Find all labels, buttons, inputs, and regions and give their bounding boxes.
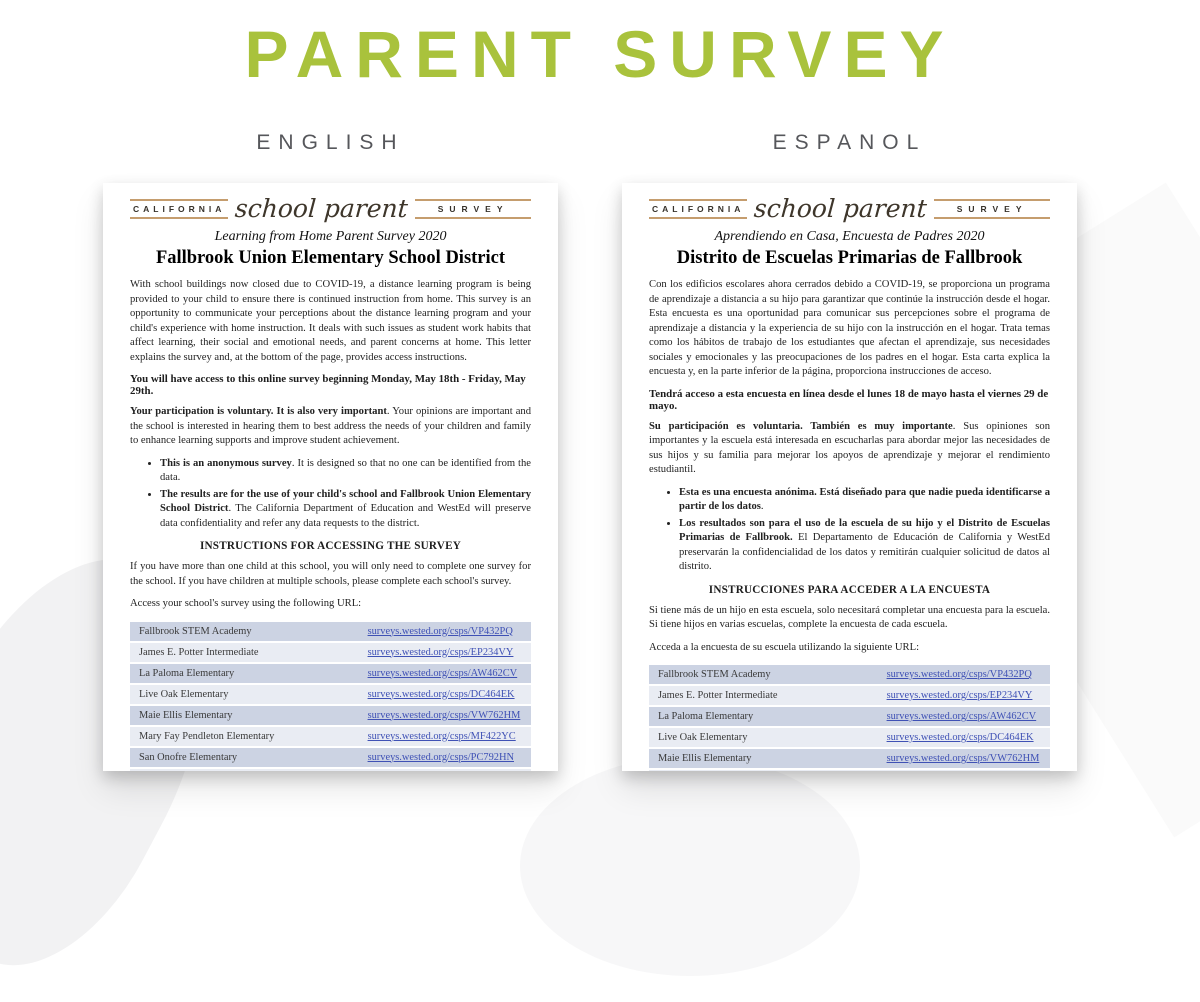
survey-subtitle: Learning from Home Parent Survey 2020 xyxy=(214,229,447,244)
participation-bold: Your participation is voluntary. It is a… xyxy=(130,406,387,417)
participation-paragraph: Your participation is voluntary. It is a… xyxy=(130,405,531,449)
district-title: Fallbrook Union Elementary School Distri… xyxy=(155,248,506,268)
participation-rest: . Sus opiniones son importantes y la esc… xyxy=(649,420,1050,476)
table-row: La Paloma Elementary surveys.wested.org/c… xyxy=(130,663,531,683)
intro-paragraph: Con los edificios escolares ahora cerrad… xyxy=(649,279,1050,377)
background-circle-bottom xyxy=(520,756,860,976)
table-row: James E. Potter Intermediate surveys.west… xyxy=(649,686,1050,705)
survey-link[interactable]: surveys.wested.org/csps/VW762HM xyxy=(886,753,1040,764)
csps-logo-survey: SURVEY xyxy=(415,198,531,219)
csps-logo-survey: SURVEY xyxy=(934,198,1050,219)
survey-link[interactable]: surveys.wested.org/csps/VP432PQ xyxy=(886,669,1032,680)
url-intro-line: Acceda a la encuesta de su escuela utili… xyxy=(649,641,920,653)
url-intro-line: Access your school's survey using the fo… xyxy=(130,598,362,609)
csps-logo-california: CALIFORNIA xyxy=(649,198,748,219)
survey-link[interactable]: surveys.wested.org/csps/EP234VY xyxy=(367,646,514,658)
survey-link[interactable]: surveys.wested.org/csps/PC792HN xyxy=(367,751,514,763)
table-row: William H. Frazier Elementarysurveys.wes… xyxy=(130,768,531,771)
csps-logo: CALIFORNIA school parent SURVEY xyxy=(649,194,1050,223)
csps-logo: CALIFORNIA school parent SURVEY xyxy=(130,194,531,223)
participation-bold: Su participación es voluntaria. También … xyxy=(649,420,953,432)
instructions-heading: INSTRUCTIONS FOR ACCESSING THE SURVEY xyxy=(199,540,462,552)
multi-child-paragraph: Si tiene más de un hijo en esta escuela,… xyxy=(649,604,1050,631)
bullet-list: Esta es una encuesta anónima. Está diseñ… xyxy=(679,486,1050,575)
survey-link[interactable]: surveys.wested.org/csps/VP432PQ xyxy=(367,625,513,637)
school-url-table: Fallbrook STEM Academy surveys.wested.org… xyxy=(649,663,1050,771)
survey-link[interactable]: surveys.wested.org/csps/EP234VY xyxy=(886,690,1033,701)
espanol-label: ESPANOL xyxy=(772,131,927,154)
table-row: Live Oak Elementary surveys.wested.org/cs… xyxy=(649,728,1050,747)
survey-link[interactable]: surveys.wested.org/csps/VW762HM xyxy=(367,709,521,721)
school-url-table: Fallbrook STEM Academy surveys.wested.org… xyxy=(130,620,531,771)
bullet-anonymous: This is an anonymous survey. It is desig… xyxy=(160,457,531,486)
page-title: PARENT SURVEY xyxy=(244,17,956,91)
csps-logo-script: school parent xyxy=(234,194,410,223)
table-row: Live Oak Elementary surveys.wested.org/cs… xyxy=(130,684,531,704)
participation-rest: . Your opinions are important and the sc… xyxy=(130,406,531,446)
english-survey-letter: CALIFORNIA school parent SURVEY Learning… xyxy=(103,183,558,771)
survey-link[interactable]: surveys.wested.org/csps/AW462CV xyxy=(367,667,518,679)
bullet-list: This is an anonymous survey. It is desig… xyxy=(160,457,531,532)
bullet-anonymous: Esta es una encuesta anónima. Está diseñ… xyxy=(679,486,1050,515)
bullet-results: Los resultados son para el uso de la esc… xyxy=(679,517,1050,575)
survey-link[interactable]: surveys.wested.org/csps/DC464EK xyxy=(367,688,515,700)
table-row: James E. Potter Intermediate surveys.west… xyxy=(130,642,531,662)
english-label: ENGLISH xyxy=(256,131,405,154)
spanish-survey-letter: CALIFORNIA school parent SURVEY Aprendie… xyxy=(622,183,1077,771)
table-row: Mary Fay Pendleton Elementarysurveys.wes… xyxy=(649,770,1050,771)
table-row: Fallbrook STEM Academy surveys.wested.org… xyxy=(649,665,1050,684)
table-row: San Onofre Elementary surveys.wested.org/… xyxy=(130,747,531,767)
intro-paragraph: With school buildings now closed due to … xyxy=(130,279,531,363)
table-row: Fallbrook STEM Academy surveys.wested.org… xyxy=(130,621,531,641)
survey-link[interactable]: surveys.wested.org/csps/MF422YC xyxy=(367,730,516,742)
survey-link[interactable]: surveys.wested.org/csps/AW462CV xyxy=(886,711,1037,722)
multi-child-paragraph: If you have more than one child at this … xyxy=(130,561,531,587)
survey-subtitle: Aprendiendo en Casa, Encuesta de Padres … xyxy=(714,229,985,244)
district-title: Distrito de Escuelas Primarias de Fallbr… xyxy=(676,248,1023,268)
access-dates-line: Tendrá acceso a esta encuesta en línea d… xyxy=(649,387,1049,412)
table-row: La Paloma Elementary surveys.wested.org/c… xyxy=(649,707,1050,726)
csps-logo-script: school parent xyxy=(753,194,929,223)
access-dates-line: You will have access to this online surv… xyxy=(130,373,526,397)
participation-paragraph: Su participación es voluntaria. También … xyxy=(649,420,1050,478)
table-row: Maie Ellis Elementary surveys.wested.org/… xyxy=(649,749,1050,768)
bullet-results: The results are for the use of your chil… xyxy=(160,488,531,532)
table-row: Maie Ellis Elementary surveys.wested.org/… xyxy=(130,705,531,725)
instructions-heading: INSTRUCCIONES PARA ACCEDER A LA ENCUESTA xyxy=(708,583,991,596)
survey-link[interactable]: surveys.wested.org/csps/DC464EK xyxy=(886,732,1034,743)
csps-logo-california: CALIFORNIA xyxy=(130,198,229,219)
